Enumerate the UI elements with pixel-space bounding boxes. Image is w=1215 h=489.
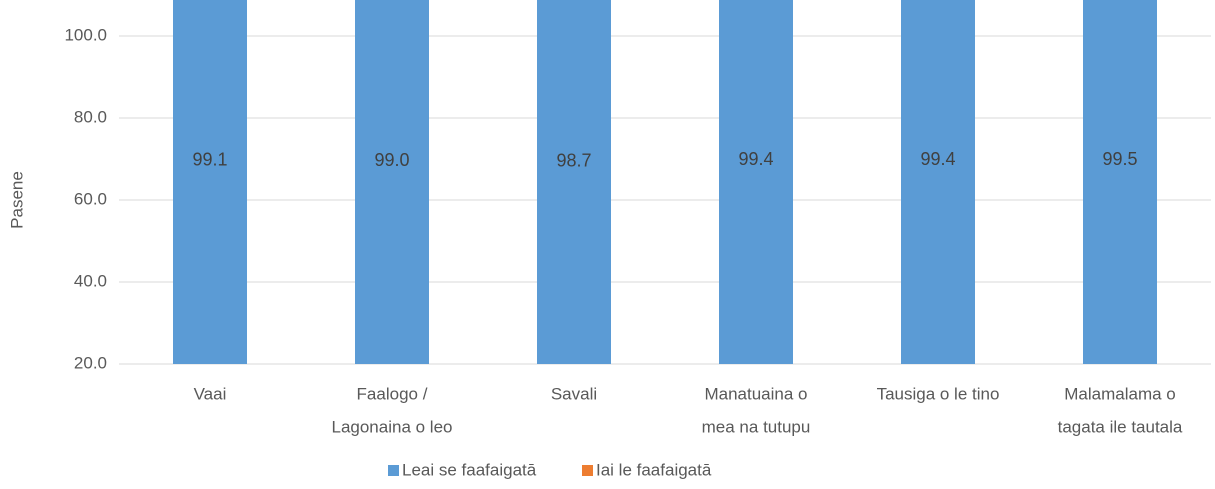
- value-label: 99.0: [374, 150, 409, 170]
- x-tick-label: Malamalama o: [1064, 384, 1176, 403]
- x-tick-label: Lagonaina o leo: [331, 417, 452, 436]
- x-tick-label: Tausiga o le tino: [877, 384, 1000, 403]
- value-label: 99.4: [738, 149, 773, 169]
- value-label: 99.1: [192, 150, 227, 170]
- value-label: 99.5: [1102, 149, 1137, 169]
- legend-swatch: [582, 465, 593, 476]
- legend-swatch: [388, 465, 399, 476]
- x-tick-label: Faalogo /: [357, 384, 428, 403]
- legend-label: Leai se faafaigatā: [402, 460, 537, 479]
- bar-segment: [537, 0, 611, 364]
- y-tick-label: 40.0: [74, 271, 107, 290]
- y-tick-label: 20.0: [74, 353, 107, 372]
- x-tick-label: tagata ile tautala: [1058, 417, 1183, 436]
- legend-label: Iai le faafaigatā: [596, 460, 712, 479]
- x-tick-label: Manatuaina o: [704, 384, 807, 403]
- x-tick-label: Savali: [551, 384, 597, 403]
- y-tick-label: 60.0: [74, 189, 107, 208]
- bar-segment: [901, 0, 975, 365]
- value-label: 99.4: [920, 149, 955, 169]
- y-tick-label: 100.0: [64, 25, 107, 44]
- x-tick-label: Vaai: [194, 384, 227, 403]
- value-label: 98.7: [556, 150, 591, 170]
- bar-segment: [173, 0, 247, 364]
- y-tick-label: 80.0: [74, 107, 107, 126]
- bar-segment: [1083, 0, 1157, 365]
- y-axis-label: Pasene: [7, 171, 26, 229]
- bar-segment: [719, 0, 793, 365]
- x-tick-label: mea na tutupu: [702, 417, 811, 436]
- bar-segment: [355, 0, 429, 364]
